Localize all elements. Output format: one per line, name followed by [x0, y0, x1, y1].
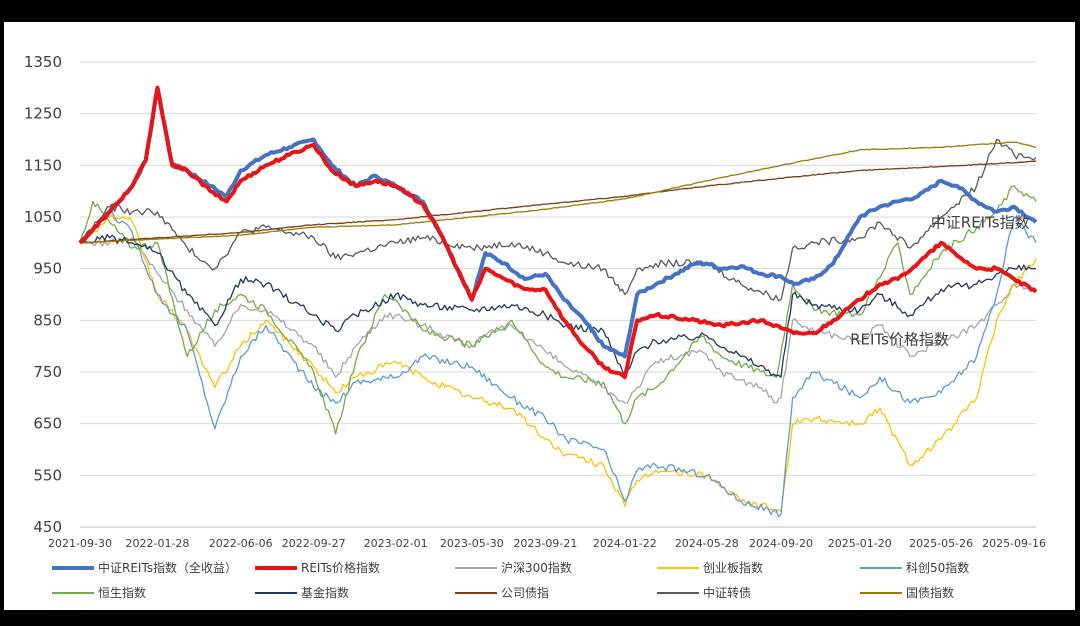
x-tick-label: 2022-06-06 — [209, 537, 273, 550]
y-tick-label: 550 — [33, 466, 62, 484]
y-tick-label: 1050 — [24, 208, 62, 226]
series-annotation: 中证REITs指数 — [931, 213, 1030, 231]
x-tick-label: 2023-09-21 — [513, 537, 577, 550]
legend-label: 恒生指数 — [98, 585, 146, 600]
x-tick-label: 2022-09-27 — [282, 537, 346, 550]
x-tick-label: 2023-05-30 — [440, 537, 504, 550]
legend-label: 沪深300指数 — [501, 560, 572, 575]
y-tick-label: 750 — [33, 363, 62, 381]
x-tick-label: 2024-09-20 — [749, 537, 813, 550]
legend-label: 中证REITs指数（全收益） — [98, 560, 237, 575]
series-line — [79, 141, 1037, 244]
y-axis: 450 550 650 750 850 950 1050 1150 1250 1350 — [24, 53, 62, 536]
series-line — [79, 214, 1037, 514]
chart-panel: 450 550 650 750 850 950 1050 1150 1250 1350 2021-… — [4, 22, 1075, 610]
series-lines — [78, 85, 1038, 518]
x-tick-label: 2024-01-22 — [593, 537, 657, 550]
gridlines — [80, 61, 1036, 528]
y-tick-label: 1150 — [24, 156, 62, 174]
legend-label: 创业板指数 — [703, 560, 763, 575]
x-tick-label: 2025-09-16 — [982, 537, 1046, 550]
legend: 中证REITs指数（全收益） REITs价格指数 沪深300指数 创业板指数 科创50指… — [52, 560, 969, 600]
x-tick-label: 2024-05-28 — [675, 537, 739, 550]
x-tick-label: 2021-09-30 — [48, 537, 112, 550]
legend-label: 科创50指数 — [906, 560, 969, 575]
legend-label: REITs价格指数 — [301, 560, 380, 575]
series-line — [79, 236, 1037, 404]
series-line — [79, 185, 1037, 435]
y-tick-label: 1250 — [24, 105, 62, 123]
series-line — [79, 233, 1037, 378]
series-line — [78, 85, 1038, 359]
y-tick-label: 950 — [33, 260, 62, 278]
series-annotation: REITs价格指数 — [850, 331, 949, 349]
x-tick-label: 2025-05-26 — [909, 537, 973, 550]
y-tick-label: 450 — [33, 518, 62, 536]
legend-label: 国债指数 — [906, 585, 954, 600]
legend-label: 基金指数 — [301, 585, 349, 600]
line-chart: 450 550 650 750 850 950 1050 1150 1250 1350 2021-… — [24, 53, 1046, 600]
y-tick-label: 850 — [33, 311, 62, 329]
series-line — [79, 210, 1037, 518]
x-tick-label: 2023-02-01 — [364, 537, 428, 550]
x-axis: 2021-09-30 2022-01-28 2022-06-06 2022-09-27… — [48, 526, 1046, 550]
x-tick-label: 2025-01-20 — [828, 537, 892, 550]
annotations: 中证REITs指数 REITs价格指数 — [850, 213, 1030, 348]
y-tick-label: 1350 — [24, 53, 62, 71]
legend-label: 中证转债 — [703, 585, 751, 600]
series-line — [79, 138, 1037, 302]
legend-label: 公司债指 — [501, 585, 549, 600]
x-tick-label: 2022-01-28 — [125, 537, 189, 550]
y-tick-label: 650 — [33, 415, 62, 433]
series-line — [78, 85, 1038, 380]
